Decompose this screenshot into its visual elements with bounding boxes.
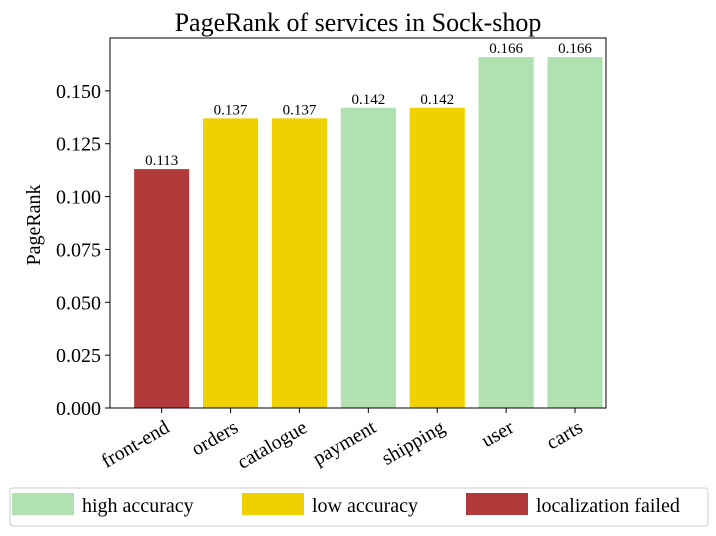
legend-swatch-failed — [466, 493, 528, 515]
plot-frame — [109, 37, 607, 409]
legend-swatch-high — [12, 493, 74, 515]
y-tick-label: 0.125 — [56, 134, 101, 156]
legend: high accuracy low accuracy localization fa… — [9, 487, 709, 527]
bar-catalogue — [271, 118, 327, 408]
value-label-catalogue: 0.137 — [283, 102, 317, 118]
x-tick-label-carts: carts — [543, 416, 587, 454]
y-tick-label: 0.050 — [56, 292, 101, 314]
bar-payment — [340, 107, 396, 409]
bar-carts — [547, 57, 603, 408]
x-tick-label-catalogue: catalogue — [234, 416, 311, 473]
y-tick-label: 0.000 — [56, 398, 101, 420]
y-tick-label: 0.075 — [56, 239, 101, 261]
bars-layer — [134, 57, 603, 409]
y-tick-label: 0.025 — [56, 345, 101, 367]
y-tick-label: 0.150 — [56, 81, 101, 103]
chart-title: PageRank of services in Sock-shop — [175, 8, 542, 37]
value-label-orders: 0.137 — [214, 102, 248, 118]
x-tick-label-shipping: shipping — [378, 416, 449, 470]
value-labels-layer: 0.113 0.137 0.137 0.142 0.142 0.166 0.166 — [145, 41, 592, 169]
bar-shipping — [409, 107, 465, 409]
legend-label-low: low accuracy — [312, 495, 418, 517]
y-tick-label: 0.100 — [56, 187, 101, 209]
x-tick-label-payment: payment — [309, 416, 380, 470]
legend-label-failed: localization failed — [536, 495, 680, 517]
bar-front-end — [134, 169, 190, 408]
y-ticks-layer: 0.000 0.025 0.050 0.075 0.100 0.125 0.150 — [56, 81, 110, 420]
y-axis-label: PageRank — [23, 184, 45, 265]
legend-label-high: high accuracy — [82, 495, 194, 517]
value-label-front-end: 0.113 — [145, 153, 178, 169]
x-tick-label-front-end: front-end — [98, 416, 173, 472]
value-label-user: 0.166 — [489, 41, 523, 57]
legend-frame — [9, 487, 709, 527]
bar-orders — [203, 118, 259, 408]
bar-user — [478, 57, 534, 408]
x-tick-label-user: user — [478, 416, 518, 452]
value-label-carts: 0.166 — [558, 41, 592, 57]
legend-swatch-low — [242, 493, 304, 515]
value-label-payment: 0.142 — [351, 92, 385, 108]
value-label-shipping: 0.142 — [420, 92, 454, 108]
